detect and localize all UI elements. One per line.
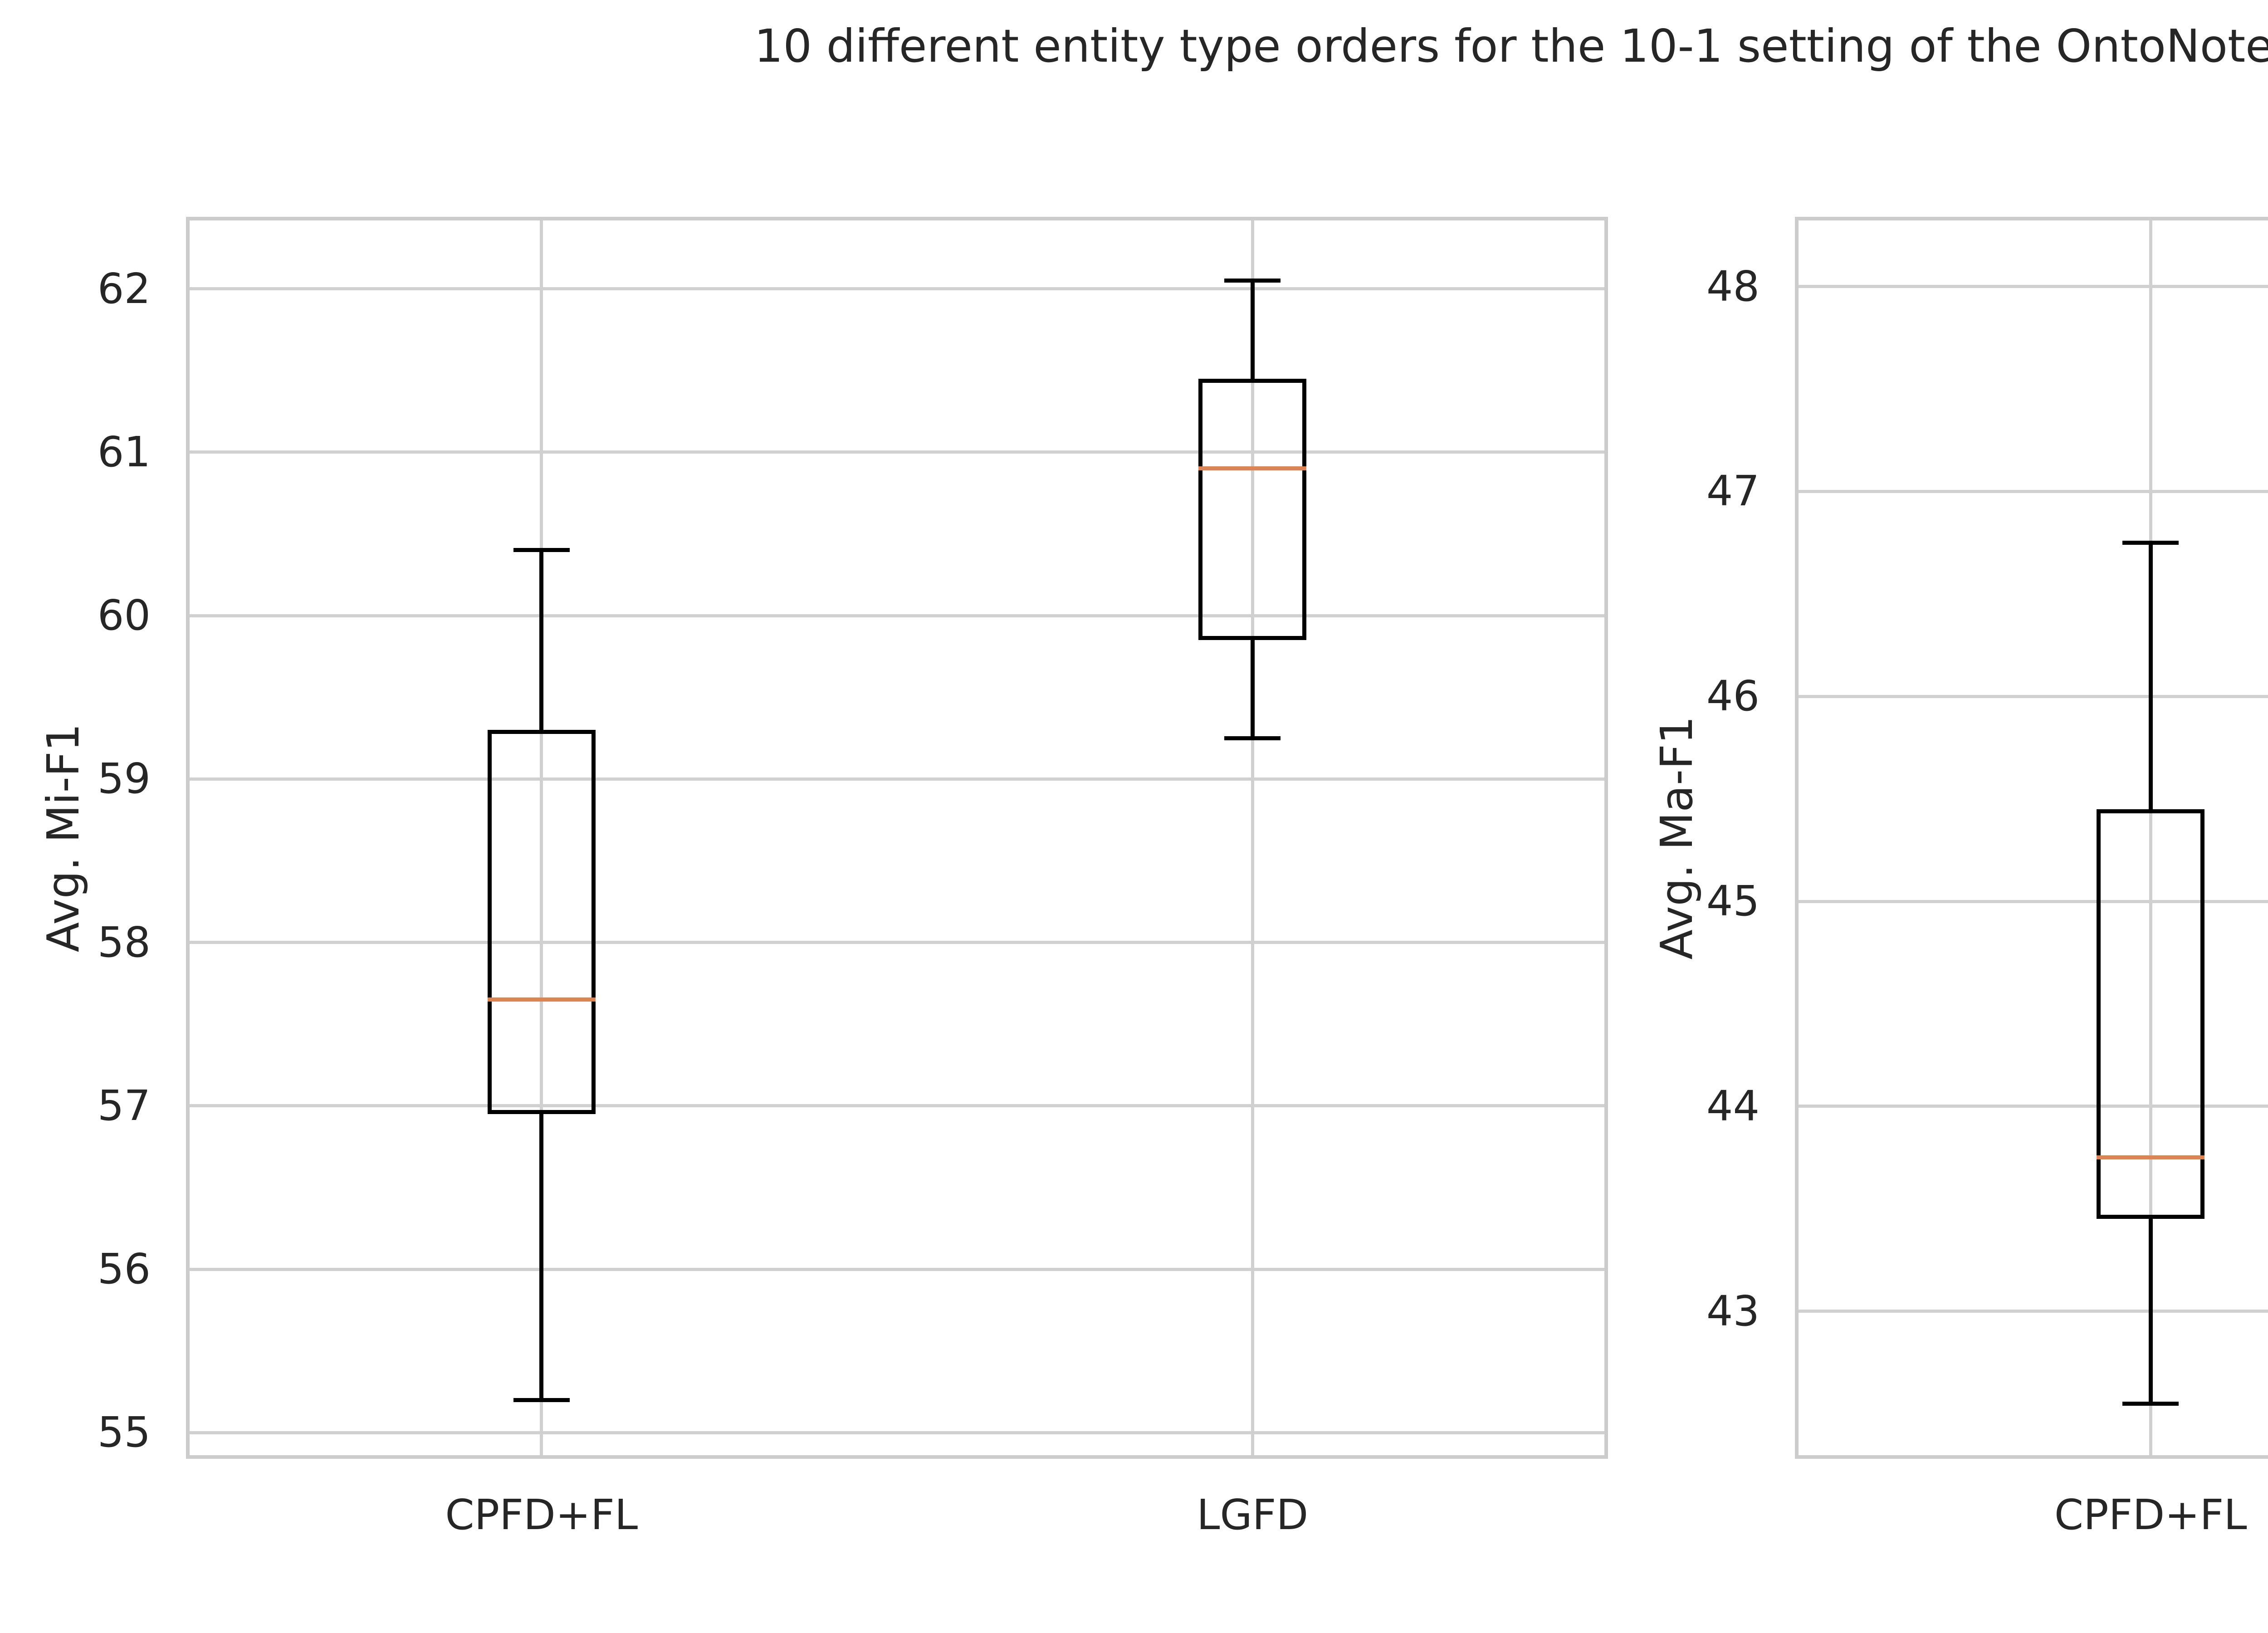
upper-whisker-line [2148,543,2153,809]
y-gridline [190,614,1604,617]
y-gridline [190,1431,1604,1434]
right-plot-axes [1795,217,2268,1459]
y-gridline [190,1104,1604,1108]
y-tick-label: 57 [97,1081,151,1130]
x-gridline [540,220,543,1455]
x-tick-label: LGFD [1197,1491,1309,1539]
chart-title: 10 different entity type orders for the … [754,20,2268,73]
median-line [2097,1155,2205,1160]
y-gridline [1799,1105,2268,1108]
y-tick-label: 55 [97,1408,151,1457]
y-tick-label: 43 [1706,1286,1760,1335]
y-tick-label: 47 [1706,467,1760,516]
y-gridline [1799,1310,2268,1313]
box-iqr-rect [2097,809,2205,1219]
x-tick-label: CPFD+FL [2054,1491,2247,1539]
y-gridline [1799,285,2268,288]
x-gridline [2149,220,2152,1455]
y-tick-label: 45 [1706,877,1760,926]
y-gridline [1799,900,2268,903]
y-gridline [190,777,1604,781]
y-gridline [190,941,1604,944]
y-tick-label: 62 [97,264,151,313]
lower-whisker-cap [513,1398,570,1402]
y-tick-label: 48 [1706,262,1760,311]
y-gridline [190,287,1604,291]
y-tick-label: 59 [97,754,151,803]
y-gridline [190,1267,1604,1271]
x-gridline [1251,220,1254,1455]
median-line [1198,466,1307,471]
upper-whisker-line [539,550,544,730]
box-iqr-rect [487,730,596,1114]
y-tick-label: 44 [1706,1081,1760,1130]
upper-whisker-cap [513,548,570,552]
median-line [487,997,596,1002]
left-plot-axes [186,217,1608,1459]
lower-whisker-line [2148,1219,2153,1403]
y-gridline [1799,694,2268,698]
y-tick-label: 56 [97,1245,151,1294]
x-tick-label: CPFD+FL [445,1491,638,1539]
y-tick-label: 60 [97,591,151,640]
upper-whisker-cap [2122,540,2179,545]
y-tick-label: 58 [97,918,151,967]
upper-whisker-line [1250,280,1255,379]
lower-whisker-cap [1224,736,1281,740]
upper-whisker-cap [1224,279,1281,283]
y-gridline [190,450,1604,454]
box-iqr-rect [1198,378,1307,640]
lower-whisker-line [1250,640,1255,738]
y-tick-label: 46 [1706,672,1760,721]
y-gridline [1799,489,2268,493]
y-tick-label: 61 [97,427,151,476]
right-y-axis-label: Avg. Ma-F1 [1651,716,1702,960]
lower-whisker-cap [2122,1401,2179,1406]
lower-whisker-line [539,1114,544,1400]
